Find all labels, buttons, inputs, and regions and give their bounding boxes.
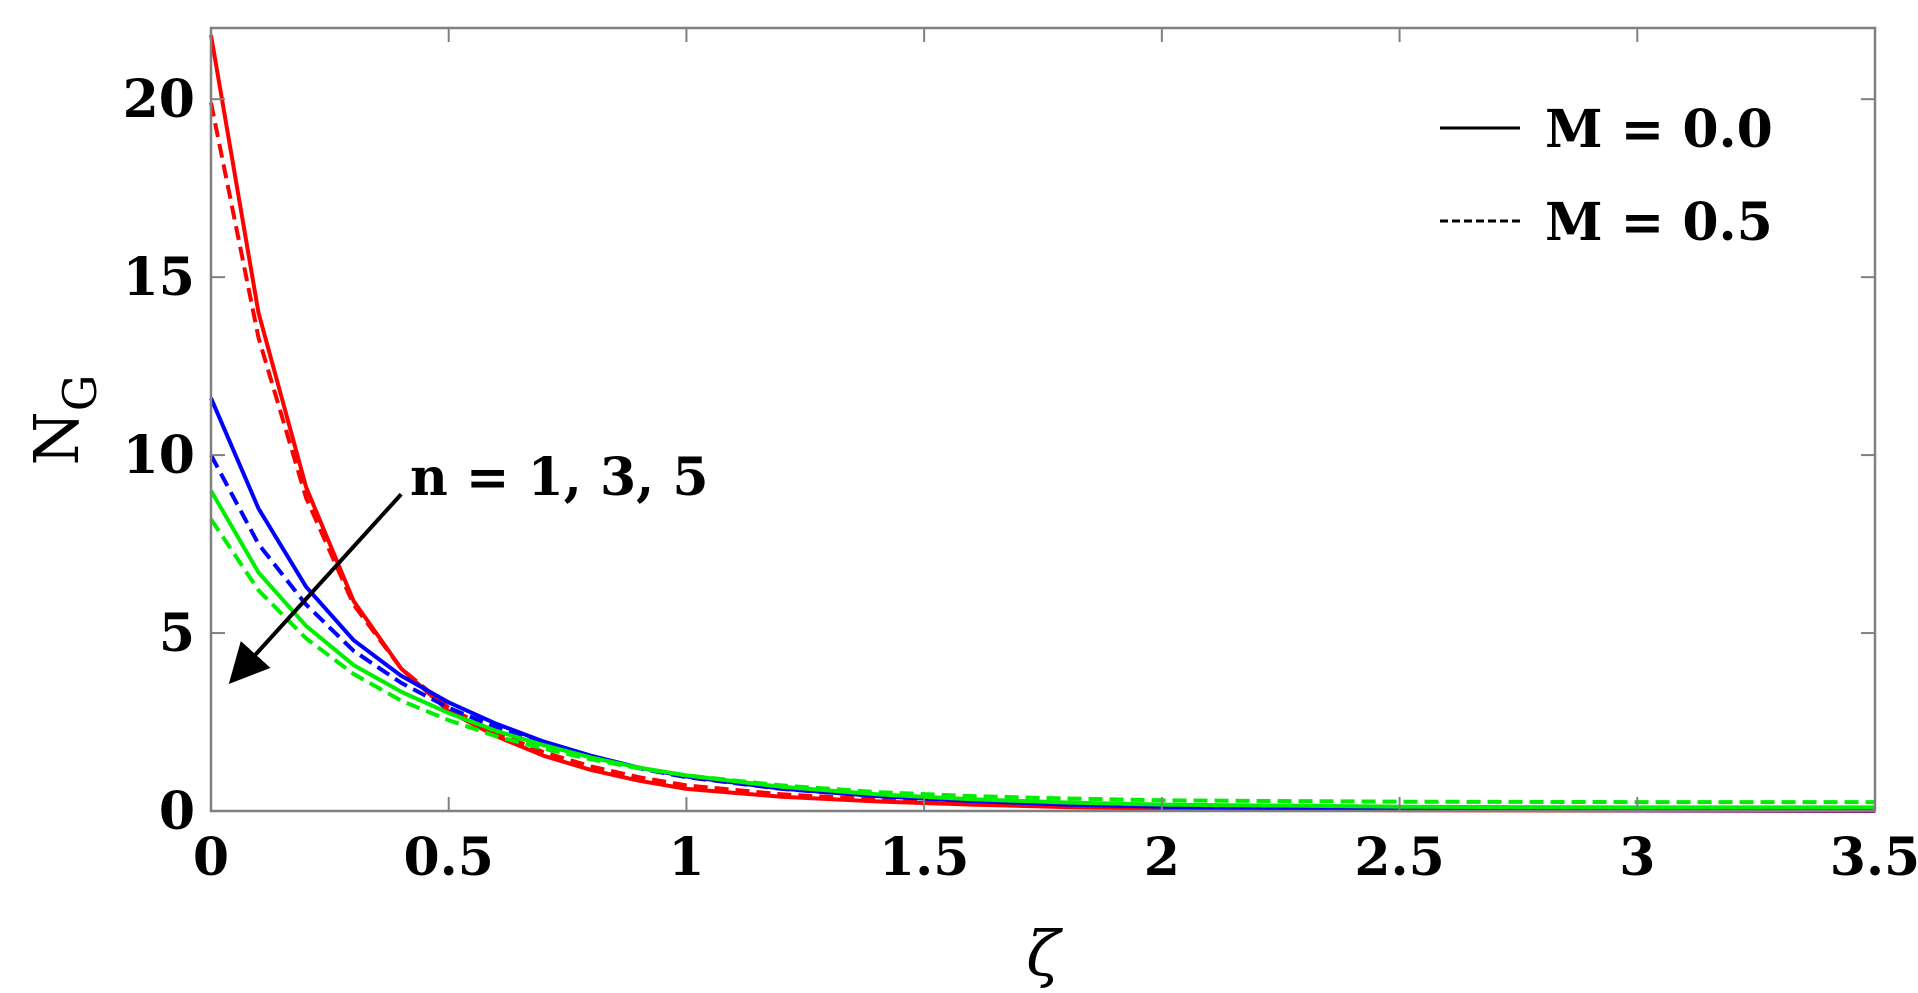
ticks-layer: 0 0.5 1 1.5 2 2.5 3 3.5 0 5 10 15 20	[123, 28, 1918, 888]
legend-label-1: M = 0.5	[1545, 192, 1773, 253]
annotation: n = 1, 3, 5	[228, 447, 709, 685]
x-axis-title: ζ	[1026, 917, 1063, 990]
x-tick-label: 0.5	[403, 827, 493, 888]
y-tick-label: 0	[159, 781, 195, 842]
y-tick-label: 5	[159, 603, 195, 664]
x-tick-label: 0	[193, 827, 229, 888]
legend-label-0: M = 0.0	[1545, 99, 1773, 160]
series-line-green-solid	[209, 489, 1875, 810]
x-tick-label: 1	[668, 827, 704, 888]
legend: M = 0.0 M = 0.5	[1440, 99, 1773, 253]
x-tick-label: 2.5	[1354, 827, 1444, 888]
annotation-arrow	[228, 492, 403, 685]
y-axis-title: NG	[20, 375, 107, 466]
svg-text:NG: NG	[20, 375, 107, 466]
annotation-label: n = 1, 3, 5	[410, 447, 709, 508]
y-tick-label: 15	[123, 247, 195, 308]
x-tick-label: 3	[1619, 827, 1655, 888]
series-line-blue-dashed	[209, 454, 1876, 812]
x-tick-label: 3.5	[1830, 827, 1918, 888]
x-tick-label: 1.5	[879, 827, 969, 888]
y-tick-label: 20	[123, 69, 195, 130]
y-axis-title-sub: G	[53, 375, 107, 412]
plot-frame	[209, 26, 1877, 813]
x-tick-label: 2	[1144, 827, 1180, 888]
y-tick-label: 10	[123, 425, 195, 486]
y-axis-title-main: N	[20, 411, 93, 465]
series-line-green-dashed	[209, 518, 1875, 805]
